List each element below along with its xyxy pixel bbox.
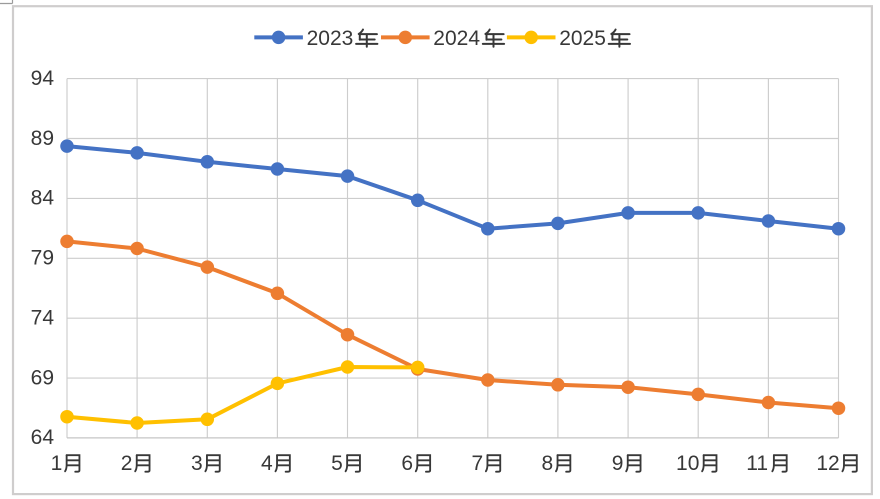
svg-text:6: 6 (401, 452, 413, 475)
svg-text:94: 94 (31, 67, 55, 90)
svg-text:3: 3 (191, 452, 203, 475)
svg-text:2: 2 (121, 452, 133, 475)
svg-text:69: 69 (31, 366, 54, 389)
svg-text:2024: 2024 (433, 27, 480, 50)
svg-text:64: 64 (31, 426, 55, 449)
svg-text:4: 4 (261, 452, 273, 475)
svg-text:5: 5 (331, 452, 343, 475)
svg-text:8: 8 (542, 452, 554, 475)
svg-text:79: 79 (31, 247, 54, 270)
svg-text:12: 12 (816, 452, 839, 475)
svg-text:2025: 2025 (559, 27, 606, 50)
svg-text:7: 7 (471, 452, 483, 475)
svg-text:84: 84 (31, 187, 55, 210)
svg-text:11: 11 (746, 452, 768, 475)
svg-text:74: 74 (31, 307, 55, 330)
svg-text:2023: 2023 (307, 27, 354, 50)
svg-text:10: 10 (676, 452, 699, 475)
svg-text:9: 9 (612, 452, 624, 475)
svg-text:89: 89 (31, 127, 54, 150)
svg-text:1: 1 (51, 452, 63, 475)
